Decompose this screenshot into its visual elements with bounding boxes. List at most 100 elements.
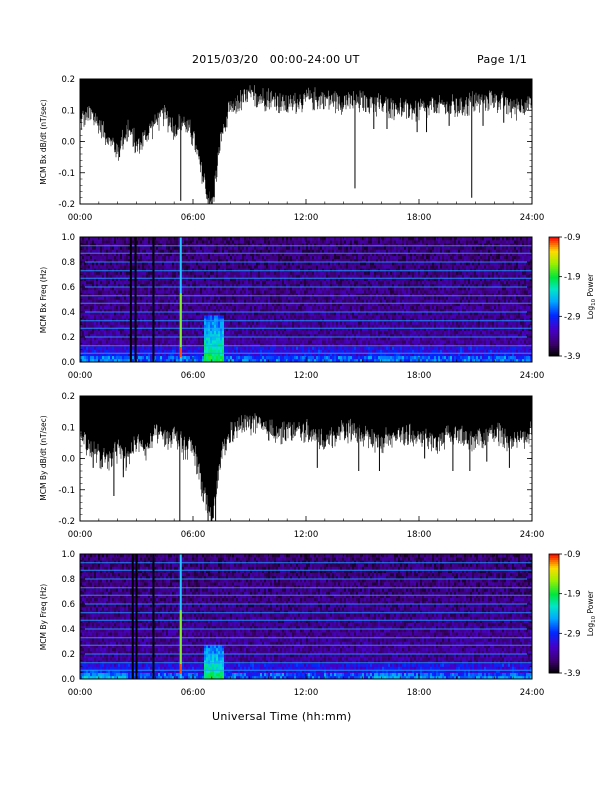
spectrogram-cell (278, 262, 281, 266)
spectrogram-cell (218, 293, 221, 297)
spectrogram-cell (190, 352, 193, 357)
spectrogram-cell (284, 355, 287, 360)
spectrogram-cell (124, 337, 127, 341)
spectrogram-cell (238, 274, 241, 278)
spectrogram-cell (240, 255, 243, 260)
spectrogram-cell (140, 315, 143, 319)
spectrogram-cell (236, 299, 239, 303)
spectrogram-cell (118, 337, 121, 341)
spectrogram-cell (314, 308, 317, 313)
spectrogram-cell (306, 302, 309, 307)
spectrogram-cell (254, 277, 257, 282)
spectrogram-cell (198, 249, 201, 253)
spectrogram-cell (98, 277, 101, 282)
spectrogram-cell (298, 255, 301, 260)
spectrogram-cell (102, 324, 105, 328)
spectrogram-cell (292, 293, 295, 297)
spectrogram-cell (164, 327, 167, 332)
spectrogram-cell (80, 358, 83, 363)
spectrogram-cell (226, 358, 229, 363)
spectrogram-cell (276, 315, 279, 319)
spectrogram-cell (184, 287, 187, 291)
spectrogram-cell (174, 249, 177, 253)
spectrogram-cell (218, 246, 221, 250)
spectrogram-cell (98, 243, 101, 247)
spectrogram-cell (292, 358, 295, 363)
spectrogram-cell (86, 290, 89, 294)
spectrogram-cell (206, 305, 209, 310)
spectrogram-cell (174, 283, 177, 288)
spectrogram-cell (242, 340, 245, 344)
spectrogram-cell (188, 352, 191, 357)
spectrogram-cell (90, 293, 93, 297)
spectrogram-cell (276, 262, 279, 266)
spectrogram-cell (118, 237, 121, 241)
spectrogram-cell (162, 258, 165, 263)
spectrogram-cell (312, 246, 315, 250)
spectrogram-cell (174, 318, 177, 322)
spectrogram-cell (280, 237, 283, 241)
spectrogram-cell (192, 315, 195, 319)
spectrogram-cell (268, 255, 271, 260)
spectrogram-cell (238, 343, 241, 347)
spectrogram-cell (222, 240, 225, 244)
spectrogram-cell (252, 287, 255, 291)
spectrogram-cell (150, 340, 153, 344)
spectrogram-cell (166, 312, 169, 316)
spectrogram-cell (252, 352, 255, 357)
spectrogram-cell (140, 243, 143, 247)
spectrogram-cell (234, 299, 237, 303)
spectrogram-cell (140, 268, 143, 272)
spectrogram-cell (280, 252, 283, 257)
spectrogram-cell (238, 262, 241, 266)
spectrogram-cell (222, 237, 225, 241)
spectrogram-cell (216, 287, 219, 291)
spectrogram-cell (316, 302, 319, 307)
spectrogram-cell (80, 243, 83, 247)
spectrogram-cell (278, 243, 281, 247)
spectrogram-cell (178, 333, 181, 338)
spectrogram-cell (278, 277, 281, 282)
spectrogram-cell (144, 277, 147, 282)
spectrogram-cell (264, 308, 267, 313)
spectrogram-cell (186, 308, 189, 313)
spectrogram-cell (304, 255, 307, 260)
spectrogram-cell (304, 321, 307, 325)
spectrogram-cell (142, 318, 145, 322)
spectrogram-cell (318, 330, 321, 335)
spectrogram-cell (206, 293, 209, 297)
spectrogram-cell (184, 302, 187, 307)
spectrogram-cell (314, 246, 317, 250)
spectrogram-cell (138, 240, 141, 244)
spectrogram-cell (86, 240, 89, 244)
spectrogram-cell (174, 312, 177, 316)
spectrogram-cell (196, 237, 199, 241)
spectrogram-cell (310, 271, 313, 275)
spectrogram-cell (212, 340, 215, 344)
spectrogram-cell (250, 355, 253, 360)
spectrogram-cell (268, 343, 271, 347)
spectrogram-cell (160, 337, 163, 341)
spectrogram-cell (132, 280, 135, 285)
spectrogram-cell (206, 302, 209, 307)
spectrogram-cell (282, 265, 285, 269)
spectrogram-cell (126, 246, 129, 250)
spectrogram-cell (112, 308, 115, 313)
spectrogram-cell (242, 271, 245, 275)
spectrogram-cell (308, 274, 311, 278)
spectrogram-cell (202, 333, 205, 338)
spectrogram-cell (100, 277, 103, 282)
spectrogram-cell (96, 337, 99, 341)
spectrogram-cell (146, 240, 149, 244)
spectrogram-cell (198, 302, 201, 307)
spectrogram-cell (92, 333, 95, 338)
spectrogram-cell (196, 280, 199, 285)
spectrogram-cell (136, 330, 139, 335)
spectrogram-cell (206, 277, 209, 282)
spectrogram-cell (214, 258, 217, 263)
spectrogram-cell (182, 299, 185, 303)
spectrogram-cell (306, 355, 309, 360)
spectrogram-cell (224, 358, 227, 363)
spectrogram-cell (122, 240, 125, 244)
spectrogram-cell (146, 337, 149, 341)
